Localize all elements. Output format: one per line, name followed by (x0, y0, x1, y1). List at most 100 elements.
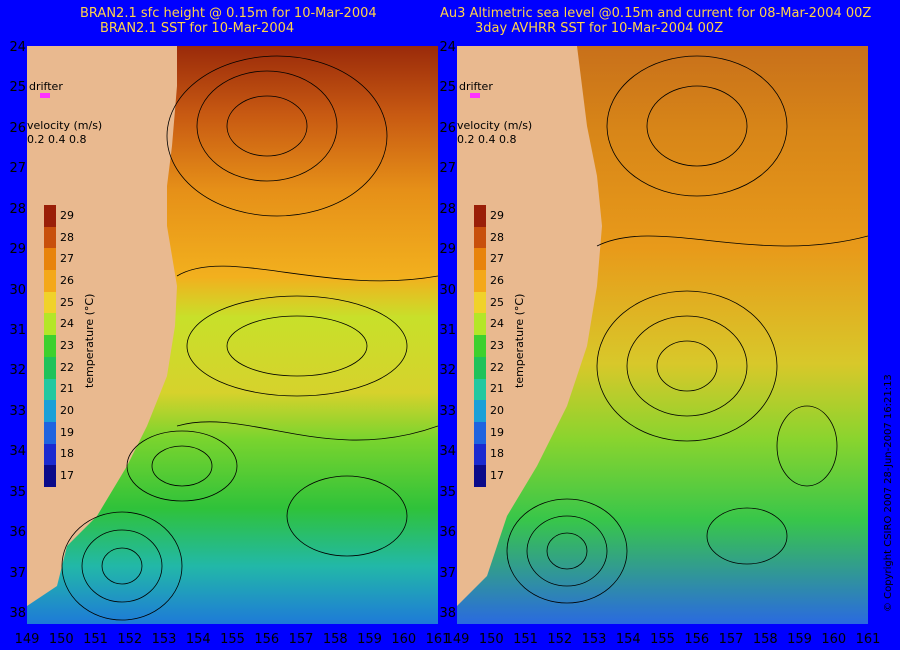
colorbar-segment (44, 400, 56, 422)
colorbar-tick-label: 20 (60, 404, 74, 418)
left-velocity-label: velocity (m/s) (27, 119, 103, 132)
colorbar-tick-label: 24 (490, 317, 504, 331)
y-tick-label: 33 (439, 403, 456, 419)
y-tick-label: 32 (9, 363, 26, 379)
y-tick-label: 36 (9, 525, 26, 541)
y-tick-label: 34 (9, 444, 26, 460)
copyright-text: © Copyright CSIRO 2007 28-Jun-2007 16:21… (883, 374, 894, 612)
right-title-line2: 3day AVHRR SST for 10-Mar-2004 00Z (475, 21, 724, 36)
y-tick-label: 35 (9, 484, 26, 500)
y-tick-label: 38 (439, 606, 456, 621)
colorbar-segment (44, 465, 56, 487)
x-tick-label: 160 (391, 632, 417, 647)
colorbar-tick-label: 23 (490, 339, 504, 352)
y-tick-label: 33 (9, 403, 26, 419)
right-velocity-scale: 0.2 0.4 0.8 (457, 133, 517, 146)
right-colorbar (474, 205, 486, 487)
colorbar-tick-label: 25 (60, 295, 74, 309)
colorbar-tick-label: 29 (490, 208, 504, 222)
colorbar-segment (44, 421, 56, 444)
x-tick-label: 150 (478, 632, 504, 647)
colorbar-segment (44, 313, 56, 336)
colorbar-tick-label: 27 (60, 252, 74, 266)
x-tick-label: 156 (684, 632, 710, 647)
left-drifter-label: drifter (29, 80, 63, 93)
x-tick-label: 155 (220, 632, 245, 647)
left-sst-map (27, 46, 438, 624)
colorbar-segment (474, 400, 486, 422)
y-tick-label: 25 (439, 80, 456, 96)
x-tick-label: 161 (855, 632, 881, 647)
left-map-panel (27, 46, 438, 624)
colorbar-segment (474, 378, 486, 401)
x-tick-label: 153 (151, 632, 177, 647)
colorbar-segment (44, 291, 56, 314)
y-tick-label: 31 (9, 323, 26, 338)
y-tick-label: 30 (9, 282, 26, 298)
x-tick-label: 159 (357, 632, 382, 647)
colorbar-tick-label: 29 (60, 208, 74, 222)
right-map-panel (457, 46, 868, 624)
right-colorbar-title: temperature (°C) (513, 293, 526, 388)
colorbar-tick-label: 18 (60, 447, 74, 461)
colorbar-segment (44, 335, 56, 357)
colorbar-tick-label: 25 (490, 295, 504, 309)
x-tick-label: 152 (547, 632, 573, 647)
y-tick-label: 34 (439, 444, 456, 460)
colorbar-segment (474, 291, 486, 314)
colorbar-tick-label: 26 (60, 273, 74, 287)
x-tick-label: 155 (650, 632, 675, 647)
colorbar-segment (474, 335, 486, 357)
colorbar-segment (474, 313, 486, 336)
y-tick-label: 35 (439, 484, 456, 500)
colorbar-segment (474, 248, 486, 271)
y-tick-label: 24 (439, 40, 456, 55)
left-colorbar (44, 205, 56, 487)
colorbar-segment (474, 205, 486, 227)
y-tick-label: 38 (9, 606, 26, 621)
colorbar-tick-label: 20 (490, 404, 504, 418)
x-tick-label: 161 (425, 632, 451, 647)
colorbar-segment (44, 205, 56, 227)
colorbar-segment (44, 356, 56, 379)
y-tick-label: 32 (439, 363, 456, 379)
left-title-line1: BRAN2.1 sfc height @ 0.15m for 10-Mar-20… (80, 6, 377, 21)
x-tick-label: 158 (322, 632, 348, 647)
colorbar-tick-label: 19 (490, 425, 504, 439)
colorbar-tick-label: 27 (490, 252, 504, 266)
x-tick-label: 154 (615, 632, 641, 647)
x-tick-label: 159 (787, 632, 812, 647)
colorbar-tick-label: 24 (60, 317, 74, 331)
x-tick-label: 156 (254, 632, 280, 647)
y-tick-label: 28 (9, 201, 26, 217)
y-tick-label: 27 (9, 161, 26, 177)
y-tick-label: 24 (9, 40, 26, 55)
colorbar-segment (474, 443, 486, 466)
colorbar-segment (474, 356, 486, 379)
y-tick-label: 26 (439, 120, 456, 136)
y-tick-label: 27 (439, 161, 456, 177)
left-drifter-marker (40, 93, 50, 98)
colorbar-segment (474, 270, 486, 292)
y-tick-label: 31 (439, 323, 456, 338)
colorbar-tick-label: 22 (60, 360, 74, 374)
right-title-line1: Au3 Altimetric sea level @0.15m and curr… (440, 6, 872, 21)
y-tick-label: 25 (9, 80, 26, 96)
x-tick-label: 158 (752, 632, 778, 647)
colorbar-tick-label: 26 (490, 273, 504, 287)
colorbar-tick-label: 28 (490, 230, 504, 244)
right-velocity-label: velocity (m/s) (457, 119, 533, 132)
y-tick-label: 37 (439, 565, 456, 581)
colorbar-tick-label: 21 (490, 382, 504, 396)
x-tick-label: 154 (185, 632, 211, 647)
left-colorbar-title: temperature (°C) (83, 293, 96, 388)
colorbar-segment (44, 378, 56, 401)
x-tick-label: 157 (288, 632, 314, 647)
colorbar-segment (44, 443, 56, 466)
colorbar-tick-label: 18 (490, 447, 504, 461)
colorbar-segment (44, 226, 56, 249)
colorbar-segment (44, 248, 56, 271)
colorbar-tick-label: 23 (60, 339, 74, 352)
left-velocity-scale: 0.2 0.4 0.8 (27, 133, 87, 146)
colorbar-tick-label: 17 (490, 469, 504, 483)
